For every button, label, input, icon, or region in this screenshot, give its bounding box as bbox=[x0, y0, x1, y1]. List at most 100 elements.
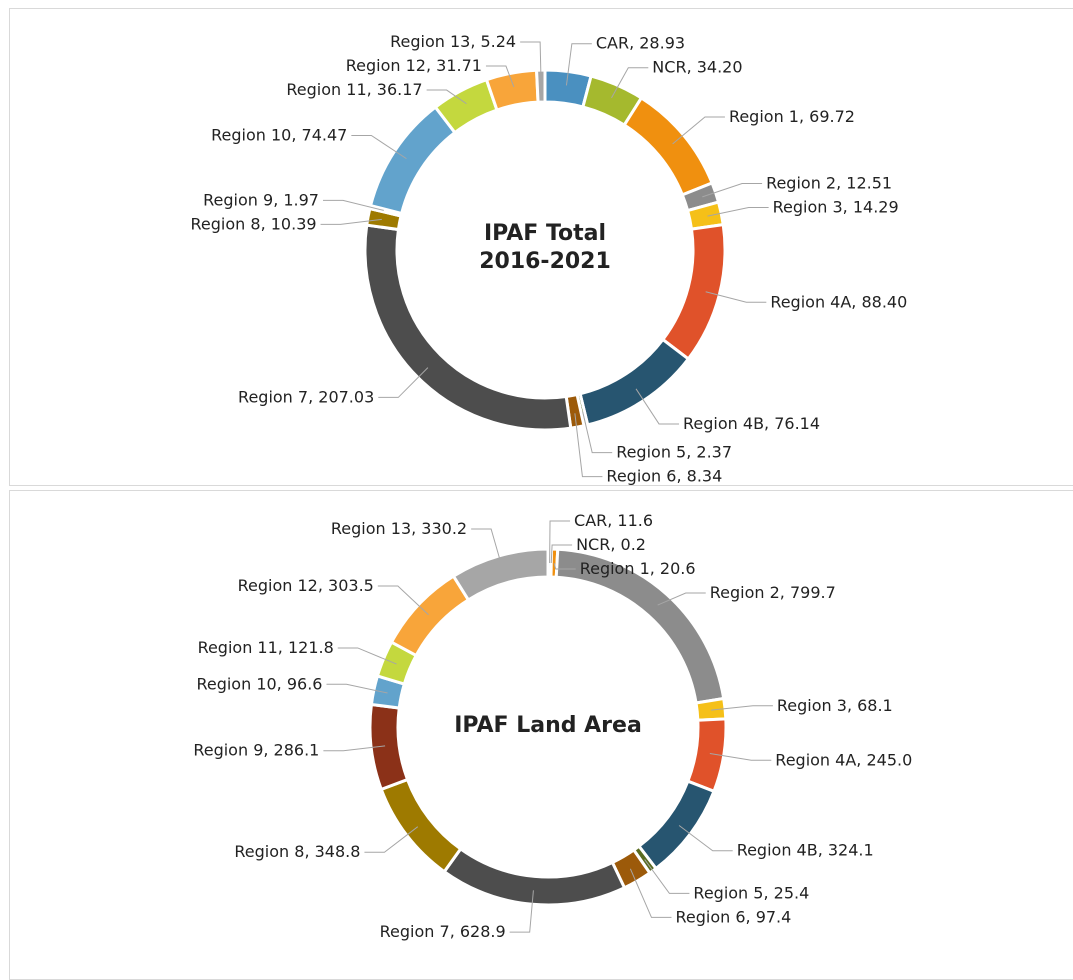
donut-slice bbox=[636, 779, 716, 871]
leader-line bbox=[323, 745, 386, 752]
value-label: 245.0 bbox=[866, 750, 912, 769]
data-label: Region 11, 121.8 bbox=[198, 637, 334, 656]
data-label: Region 6, 8.34 bbox=[606, 466, 722, 485]
data-label: Region 12, 303.5 bbox=[238, 575, 374, 594]
data-label: Region 3, 68.1 bbox=[777, 695, 893, 714]
leader-line bbox=[553, 562, 576, 570]
leader-line bbox=[582, 411, 613, 454]
data-label: Region 13, 5.24 bbox=[390, 32, 516, 51]
data-label: Region 12, 31.71 bbox=[346, 56, 482, 75]
leader-line bbox=[711, 705, 773, 711]
value-label: 286.1 bbox=[274, 740, 320, 759]
data-label: Region 2, 12.51 bbox=[766, 173, 892, 192]
leader-line bbox=[707, 207, 769, 217]
value-label: 28.93 bbox=[639, 33, 685, 52]
category-label: Region 5 bbox=[693, 883, 763, 902]
value-label: 5.24 bbox=[480, 32, 516, 51]
donut-slice bbox=[442, 846, 627, 907]
value-label: 1.97 bbox=[283, 190, 319, 209]
category-label: Region 1 bbox=[580, 559, 650, 578]
value-label: 20.6 bbox=[660, 559, 696, 578]
leader-line bbox=[678, 825, 733, 852]
category-label: Region 9 bbox=[203, 190, 273, 209]
leader-line bbox=[426, 89, 467, 105]
category-label: Region 7 bbox=[380, 922, 450, 941]
value-label: 799.7 bbox=[790, 583, 836, 602]
donut-slice bbox=[660, 222, 727, 361]
leader-line bbox=[549, 520, 571, 564]
category-label: Region 5 bbox=[616, 442, 686, 461]
value-label: 68.1 bbox=[857, 695, 893, 714]
category-label: Region 2 bbox=[766, 173, 836, 192]
leader-line bbox=[550, 544, 573, 564]
data-label: Region 13, 330.2 bbox=[331, 519, 467, 538]
donut-slice bbox=[534, 68, 547, 104]
data-label: Region 10, 96.6 bbox=[196, 674, 322, 693]
donut-slice bbox=[389, 574, 471, 658]
leader-line bbox=[574, 413, 603, 478]
leader-line bbox=[471, 528, 504, 570]
category-label: Region 7 bbox=[238, 387, 308, 406]
category-label: Region 6 bbox=[675, 907, 745, 926]
value-label: 69.72 bbox=[809, 107, 855, 126]
value-label: 11.6 bbox=[617, 511, 653, 530]
value-label: 36.17 bbox=[377, 80, 423, 99]
data-label: Region 5, 2.37 bbox=[616, 442, 732, 461]
leader-line bbox=[709, 752, 772, 761]
data-label: Region 6, 97.4 bbox=[675, 907, 791, 926]
leader-line bbox=[565, 43, 592, 86]
value-label: 14.29 bbox=[853, 197, 899, 216]
leader-line bbox=[672, 116, 725, 145]
category-label: Region 4A bbox=[770, 292, 851, 311]
data-label: Region 10, 74.47 bbox=[211, 125, 347, 144]
leader-line bbox=[351, 135, 407, 160]
category-label: Region 8 bbox=[191, 214, 261, 233]
leader-line bbox=[520, 41, 542, 85]
category-label: Region 4B bbox=[737, 840, 818, 859]
category-label: Region 1 bbox=[729, 107, 799, 126]
category-label: NCR bbox=[576, 535, 610, 554]
data-label: NCR, 34.20 bbox=[652, 57, 742, 76]
category-label: Region 13 bbox=[331, 519, 411, 538]
leader-line bbox=[705, 291, 767, 303]
data-label: Region 9, 286.1 bbox=[193, 740, 319, 759]
donut-slice bbox=[622, 95, 715, 197]
donut-slice bbox=[484, 68, 540, 112]
data-label: Region 8, 348.8 bbox=[234, 842, 360, 861]
value-label: 330.2 bbox=[421, 519, 467, 538]
category-label: Region 10 bbox=[211, 125, 291, 144]
category-label: Region 12 bbox=[346, 56, 426, 75]
chart-title: IPAF Land Area bbox=[454, 713, 642, 738]
category-label: Region 4B bbox=[683, 413, 764, 432]
value-label: 96.6 bbox=[287, 674, 323, 693]
category-label: Region 3 bbox=[773, 197, 843, 216]
category-label: Region 6 bbox=[606, 466, 676, 485]
data-label: Region 2, 799.7 bbox=[710, 583, 836, 602]
data-label: Region 11, 36.17 bbox=[286, 80, 422, 99]
value-label: 8.34 bbox=[687, 466, 723, 485]
data-label: Region 5, 25.4 bbox=[693, 883, 809, 902]
value-label: 76.14 bbox=[774, 413, 820, 432]
data-label: Region 8, 10.39 bbox=[191, 214, 317, 233]
data-label: Region 4A, 245.0 bbox=[775, 750, 912, 769]
leader-line bbox=[326, 683, 388, 694]
chart-panel bbox=[9, 8, 1073, 486]
value-label: 303.5 bbox=[328, 575, 374, 594]
data-label: Region 4B, 76.14 bbox=[683, 413, 820, 432]
value-label: 25.4 bbox=[774, 883, 810, 902]
value-label: 97.4 bbox=[756, 907, 792, 926]
value-label: 88.40 bbox=[861, 292, 907, 311]
value-label: 207.03 bbox=[318, 387, 374, 406]
category-label: Region 8 bbox=[234, 842, 304, 861]
category-label: CAR bbox=[596, 33, 629, 52]
value-label: 34.20 bbox=[697, 57, 743, 76]
leader-line bbox=[322, 199, 384, 211]
data-label: Region 9, 1.97 bbox=[203, 190, 319, 209]
leader-line bbox=[611, 67, 649, 99]
category-label: Region 2 bbox=[710, 583, 780, 602]
data-label: Region 4A, 88.40 bbox=[770, 292, 907, 311]
donut-slice bbox=[379, 777, 463, 874]
data-label: Region 1, 20.6 bbox=[580, 559, 696, 578]
leader-line bbox=[657, 592, 706, 606]
